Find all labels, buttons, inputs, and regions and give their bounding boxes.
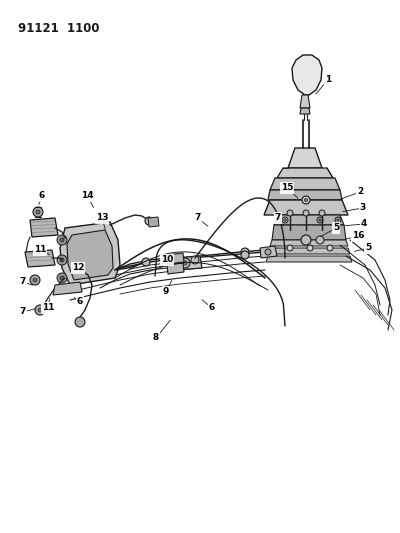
Polygon shape	[148, 217, 159, 227]
Text: 8: 8	[153, 334, 159, 343]
Polygon shape	[277, 168, 333, 178]
Circle shape	[316, 236, 324, 244]
Polygon shape	[264, 200, 348, 215]
Text: 5: 5	[333, 223, 339, 232]
Circle shape	[319, 219, 321, 221]
Circle shape	[60, 258, 64, 262]
Text: 5: 5	[365, 244, 371, 253]
Circle shape	[307, 245, 313, 251]
Circle shape	[282, 217, 288, 223]
Circle shape	[75, 317, 85, 327]
Text: 91121  1100: 91121 1100	[18, 22, 100, 35]
Polygon shape	[300, 95, 310, 108]
Text: 4: 4	[361, 220, 367, 229]
Polygon shape	[272, 225, 346, 240]
Polygon shape	[53, 282, 82, 295]
Circle shape	[287, 245, 293, 251]
Circle shape	[145, 217, 153, 225]
Text: 7: 7	[20, 278, 26, 287]
Circle shape	[57, 235, 67, 245]
Polygon shape	[25, 250, 55, 267]
Circle shape	[284, 219, 286, 221]
Text: 16: 16	[352, 231, 364, 240]
Circle shape	[327, 245, 333, 251]
Circle shape	[35, 305, 45, 315]
Polygon shape	[30, 218, 58, 237]
Circle shape	[36, 210, 40, 214]
Polygon shape	[270, 240, 348, 246]
Polygon shape	[60, 222, 120, 285]
Polygon shape	[300, 108, 310, 114]
Circle shape	[317, 217, 323, 223]
Polygon shape	[270, 178, 340, 190]
Circle shape	[60, 238, 64, 242]
Polygon shape	[268, 248, 350, 254]
Text: 6: 6	[39, 191, 45, 200]
Text: 15: 15	[281, 183, 293, 192]
Text: 6: 6	[77, 297, 83, 306]
Circle shape	[183, 261, 187, 265]
Text: 14: 14	[81, 191, 93, 200]
Circle shape	[241, 251, 249, 259]
Polygon shape	[167, 263, 184, 274]
Circle shape	[301, 235, 311, 245]
Circle shape	[335, 217, 341, 223]
Polygon shape	[260, 246, 277, 258]
Circle shape	[302, 196, 310, 204]
Text: 7: 7	[275, 214, 281, 222]
Polygon shape	[288, 148, 322, 168]
Circle shape	[33, 207, 43, 217]
Polygon shape	[167, 253, 184, 264]
Polygon shape	[67, 230, 113, 280]
Polygon shape	[274, 215, 344, 225]
Text: 6: 6	[209, 303, 215, 312]
Text: 9: 9	[163, 287, 169, 296]
Circle shape	[319, 210, 325, 216]
Text: 10: 10	[161, 255, 173, 264]
Circle shape	[337, 219, 339, 221]
Polygon shape	[266, 256, 352, 262]
Circle shape	[57, 273, 67, 283]
Text: 7: 7	[195, 214, 201, 222]
Circle shape	[180, 258, 190, 268]
Text: 7: 7	[20, 308, 26, 317]
Circle shape	[142, 258, 150, 266]
Circle shape	[303, 210, 309, 216]
Text: 11: 11	[42, 303, 54, 312]
Circle shape	[38, 308, 42, 312]
Text: 13: 13	[96, 214, 108, 222]
Text: 2: 2	[357, 188, 363, 197]
Circle shape	[304, 198, 308, 201]
Circle shape	[241, 248, 249, 256]
Polygon shape	[268, 190, 342, 200]
Circle shape	[287, 210, 293, 216]
Text: 11: 11	[34, 246, 46, 254]
Polygon shape	[175, 256, 202, 270]
Circle shape	[33, 278, 37, 282]
Circle shape	[265, 249, 271, 255]
Circle shape	[60, 276, 64, 280]
Circle shape	[191, 256, 199, 264]
Polygon shape	[292, 55, 322, 95]
Text: 12: 12	[72, 263, 84, 272]
Circle shape	[57, 255, 67, 265]
Text: 3: 3	[360, 204, 366, 213]
Circle shape	[30, 275, 40, 285]
Text: 1: 1	[325, 76, 331, 85]
